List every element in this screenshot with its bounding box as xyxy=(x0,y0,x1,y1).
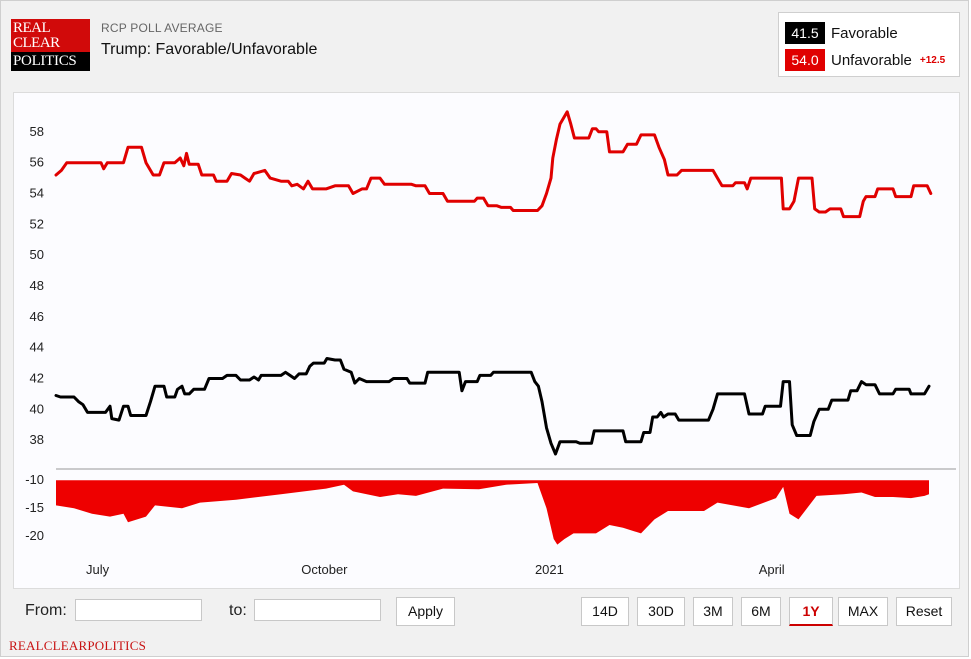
y-tick-label: 40 xyxy=(30,401,44,416)
rcp-logo[interactable]: REAL CLEAR POLITICS xyxy=(11,19,90,71)
chart-kicker: RCP POLL AVERAGE xyxy=(101,21,223,35)
range-button-1y[interactable]: 1Y xyxy=(789,597,833,626)
y-tick-label: 50 xyxy=(30,247,44,262)
spread-y-tick-label: -20 xyxy=(25,528,44,543)
from-label: From: xyxy=(25,602,67,619)
unfavorable-value-badge: 54.0 xyxy=(785,49,825,71)
range-button-14d[interactable]: 14D xyxy=(581,597,629,626)
spread-area xyxy=(56,480,929,545)
y-tick-label: 52 xyxy=(30,216,44,231)
y-tick-label: 42 xyxy=(30,371,44,386)
plot-area[interactable]: 38 40 42 44 46 48 50 52 54 56 58 -10 -15 -20 July Octob… xyxy=(13,92,960,589)
range-button-max[interactable]: MAX xyxy=(838,597,888,626)
apply-button[interactable]: Apply xyxy=(396,597,455,626)
chart-header: REAL CLEAR POLITICS RCP POLL AVERAGE Tru… xyxy=(0,0,971,86)
footer-brand: REALCLEARPOLITICS xyxy=(9,638,147,653)
chart-title: Trump: Favorable/Unfavorable xyxy=(101,41,318,58)
x-tick-label: October xyxy=(301,562,348,577)
series-line-favorable xyxy=(54,357,931,456)
unfavorable-label: Unfavorable xyxy=(831,51,912,69)
to-label: to: xyxy=(229,602,247,619)
from-date-input[interactable] xyxy=(75,599,202,621)
spread-value: +12.5 xyxy=(919,54,946,66)
x-tick-label: July xyxy=(86,562,110,577)
range-button-3m[interactable]: 3M xyxy=(693,597,733,626)
y-tick-label: 44 xyxy=(30,340,44,355)
x-tick-label: April xyxy=(759,562,785,577)
chart-svg: 38 40 42 44 46 48 50 52 54 56 58 -10 -15 -20 July Octob… xyxy=(25,110,956,577)
favorable-label: Favorable xyxy=(831,24,898,42)
y-tick-label: 46 xyxy=(30,309,44,324)
legend: 41.5 Favorable 54.0 Unfavorable +12.5 xyxy=(778,12,960,77)
logo-line-1: REAL xyxy=(13,20,51,36)
legend-item-unfavorable[interactable]: 54.0 Unfavorable +12.5 xyxy=(785,49,945,71)
spread-y-tick-label: -15 xyxy=(25,500,44,515)
spread-y-tick-label: -10 xyxy=(25,472,44,487)
range-controls: From: to: Apply 14D 30D 3M 6M 1Y MAX Reset xyxy=(0,590,971,634)
series-line-unfavorable xyxy=(54,110,933,219)
x-tick-label: 2021 xyxy=(535,562,564,577)
y-tick-label: 56 xyxy=(30,155,44,170)
range-button-reset[interactable]: Reset xyxy=(896,597,952,626)
legend-item-favorable[interactable]: 41.5 Favorable xyxy=(785,22,898,44)
logo-line-2: CLEAR xyxy=(13,35,60,51)
range-button-30d[interactable]: 30D xyxy=(637,597,685,626)
y-tick-label: 54 xyxy=(30,186,44,201)
y-tick-label: 48 xyxy=(30,278,44,293)
y-tick-label: 58 xyxy=(30,124,44,139)
to-date-input[interactable] xyxy=(254,599,381,621)
y-tick-label: 38 xyxy=(30,432,44,447)
range-button-6m[interactable]: 6M xyxy=(741,597,781,626)
favorable-value-badge: 41.5 xyxy=(785,22,825,44)
logo-line-3: POLITICS xyxy=(11,52,90,71)
